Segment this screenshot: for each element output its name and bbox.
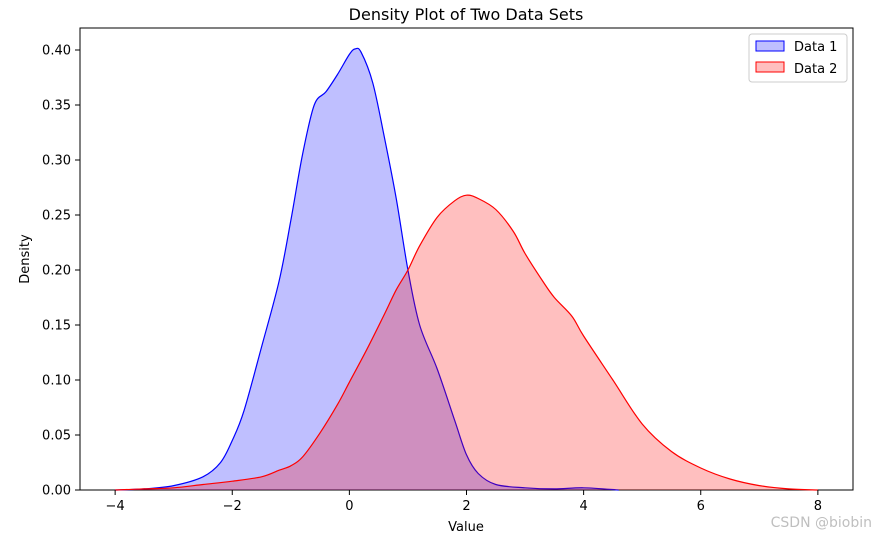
x-tick-label: 4: [579, 499, 587, 514]
x-axis-label: Value: [448, 520, 484, 535]
legend-label-data-1: Data 1: [794, 40, 837, 55]
y-axis-label: Density: [18, 234, 33, 284]
legend-label-data-2: Data 2: [794, 62, 837, 77]
x-axis: −4 −2 0 2 4 6 8: [106, 490, 822, 514]
x-tick-label: −2: [223, 499, 242, 514]
density-area-data-1: [115, 48, 619, 490]
density-line-data-2: [115, 194, 818, 491]
legend-swatch-data-2: [755, 61, 785, 73]
density-line-data-1: [115, 47, 619, 491]
x-tick-label: 0: [345, 499, 353, 514]
legend-box: [748, 33, 848, 83]
y-tick-label: 0.25: [42, 209, 71, 224]
y-axis: 0.00 0.05 0.10 0.15 0.20 0.25 0.30 0.35 0.40: [42, 44, 80, 499]
y-tick-label: 0.15: [42, 319, 71, 334]
x-tick-label: 2: [462, 499, 470, 514]
y-tick-label: 0.35: [42, 99, 71, 114]
chart-title: Density Plot of Two Data Sets: [349, 5, 584, 24]
y-tick-label: 0.00: [42, 484, 71, 499]
y-tick-label: 0.10: [42, 374, 71, 389]
x-tick-label: 8: [814, 499, 822, 514]
y-tick-label: 0.40: [42, 44, 71, 59]
y-tick-label: 0.20: [42, 264, 71, 279]
watermark-text: CSDN @biobin: [771, 515, 872, 531]
legend-swatch-data-1: [755, 40, 785, 52]
y-tick-label: 0.30: [42, 154, 71, 169]
series-layer: [115, 47, 818, 491]
x-tick-label: 6: [697, 499, 705, 514]
legend: Data 1 Data 2: [748, 33, 848, 83]
y-tick-label: 0.05: [42, 429, 71, 444]
density-area-data-2: [115, 195, 818, 490]
x-tick-label: −4: [106, 499, 125, 514]
